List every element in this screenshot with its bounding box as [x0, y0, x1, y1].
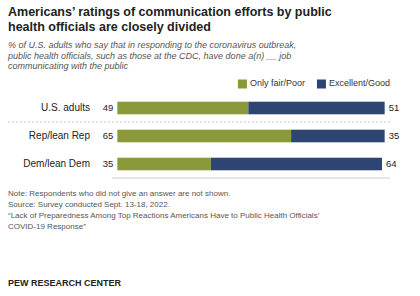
bar: [248, 102, 384, 115]
labels: U.S. adults 49 51 Rep/lean Rep 65 35 Dem/lean …: [23, 102, 399, 169]
text-line: public health officials, such as those a…: [7, 51, 291, 61]
bars: [117, 102, 384, 171]
note: Note: Respondents who did not give an an…: [8, 189, 230, 198]
legend-swatch: [317, 80, 326, 89]
legend: Excellent/Good Only fair/Poor: [238, 78, 390, 88]
legend-swatch: [238, 80, 247, 89]
text-line: communicating with the public: [8, 61, 129, 71]
text-line: Americans’ ratings of communication effo…: [8, 5, 332, 19]
data-label: 64: [386, 158, 397, 169]
bar: [117, 102, 248, 115]
bar: [291, 130, 385, 143]
note: Source: Survey conducted Sept. 13-18, 20…: [8, 200, 170, 209]
legend-label: Only fair/Poor: [250, 78, 305, 88]
title: Americans’ ratings of communication effo…: [8, 5, 332, 34]
data-label: 35: [103, 158, 114, 169]
bar: [117, 158, 211, 171]
x-axis-line: [112, 178, 390, 179]
note: “Lack of Preparedness Among Top Reaction…: [8, 211, 320, 220]
note: COVID-19 Response”: [8, 222, 86, 231]
category-label: Rep/lean Rep: [29, 130, 91, 141]
data-label: 51: [389, 102, 400, 113]
bar: [211, 158, 382, 171]
text-line: % of U.S. adults who say that in respond…: [8, 40, 296, 50]
category-label: U.S. adults: [41, 102, 90, 113]
text-line: health officials are closely divided: [8, 20, 211, 34]
subtitle: % of U.S. adults who say that in respond…: [7, 40, 296, 71]
chart: Americans’ ratings of communication effo…: [0, 0, 420, 296]
separator: [8, 122, 390, 123]
bar: [117, 130, 291, 143]
legend-label: Excellent/Good: [329, 78, 390, 88]
data-label: 49: [103, 102, 114, 113]
data-label: 35: [389, 130, 400, 141]
source-label: PEW RESEARCH CENTER: [8, 278, 122, 288]
data-label: 65: [103, 130, 114, 141]
category-label: Dem/lean Dem: [23, 158, 90, 169]
